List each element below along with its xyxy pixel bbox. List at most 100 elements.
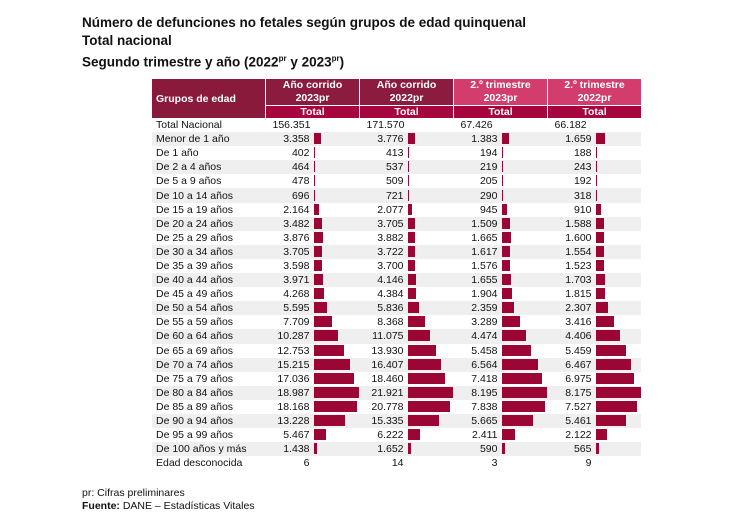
value: 219 <box>479 161 498 174</box>
value-cell: 3.776 <box>359 132 454 147</box>
value-cell: 6.564 <box>453 357 548 372</box>
data-bar <box>313 189 316 201</box>
value: 11.075 <box>372 330 404 343</box>
value-cell: 219 <box>453 160 548 175</box>
value: 8.195 <box>471 386 498 399</box>
value-cell: 945 <box>454 203 548 217</box>
value-cell: 7.709 <box>266 315 360 329</box>
value-cell: 5.595 <box>265 301 360 316</box>
value: 6 <box>303 457 310 470</box>
data-bar <box>595 133 605 145</box>
source-note: Fuente: DANE – Estadísticas Vitales <box>82 500 255 512</box>
data-bar <box>407 443 411 455</box>
value-cell: 318 <box>547 188 641 203</box>
data-bar <box>501 330 527 342</box>
row-label: De 95 a 99 años <box>156 429 234 442</box>
data-bar <box>501 288 512 300</box>
row-label: De 90 a 94 años <box>152 413 266 429</box>
value-cell: 4.146 <box>359 273 454 288</box>
data-bar <box>407 217 416 229</box>
value-cell: 3.598 <box>266 259 360 273</box>
value-cell: 1.383 <box>453 132 548 147</box>
table-row: De 1 año 402 413 194 188 <box>152 146 641 160</box>
data-bar <box>407 259 416 271</box>
deaths-table: Grupos de edad Año corrido 2023pr Año cor… <box>152 79 641 470</box>
value: 8.175 <box>565 386 592 399</box>
value: 21.921 <box>371 386 404 399</box>
value: 12.753 <box>277 344 310 357</box>
value: 3.700 <box>377 259 404 272</box>
data-bar <box>501 189 504 201</box>
value: 3.705 <box>283 245 310 258</box>
value: 1.438 <box>283 443 310 456</box>
value: 20.778 <box>371 400 404 413</box>
data-bar <box>407 429 421 441</box>
table-row: De 85 a 89 años 18.168 20.778 7.838 7.527 <box>152 400 641 414</box>
data-bar <box>595 274 605 286</box>
value-cell: 3.358 <box>265 132 360 147</box>
value-cell: 5.836 <box>359 301 454 316</box>
data-bar <box>501 175 503 187</box>
value-cell: 2.307 <box>547 301 641 316</box>
table-row: Menor de 1 año 3.358 3.776 1.383 1.659 <box>152 132 641 147</box>
value: 1.383 <box>471 133 498 146</box>
data-bar <box>595 415 626 427</box>
value-cell: 243 <box>547 160 641 175</box>
value: 1.554 <box>565 245 592 258</box>
value: 5.836 <box>377 302 404 315</box>
value-cell: 194 <box>454 146 548 160</box>
data-bar <box>501 161 503 173</box>
value-cell: 1.655 <box>453 273 548 288</box>
value: 4.384 <box>377 288 404 301</box>
table-row: De 95 a 99 años 5.467 6.222 2.411 2.122 <box>152 428 641 442</box>
value-cell: 7.527 <box>548 400 642 414</box>
value-cell: 1.509 <box>453 216 548 231</box>
preliminary-note: pr: Cifras preliminares <box>82 487 185 499</box>
value-cell: 6.222 <box>360 428 454 442</box>
value-cell: 1.652 <box>359 442 454 457</box>
data-bar <box>501 386 547 398</box>
row-label: De 30 a 34 años <box>152 244 266 259</box>
data-bar <box>501 415 533 427</box>
value: 2.411 <box>472 429 498 442</box>
title-line-2: Total nacional <box>82 33 172 48</box>
value: 6.564 <box>471 358 498 371</box>
data-bar <box>595 259 604 271</box>
value: 18.168 <box>277 400 310 413</box>
data-bar <box>407 316 425 328</box>
row-label: De 85 a 89 años <box>156 400 234 413</box>
row-label: De 10 a 14 años <box>152 188 266 203</box>
value: 537 <box>385 161 404 174</box>
value: 1.523 <box>565 259 592 272</box>
value: 478 <box>291 175 310 188</box>
value: 1.815 <box>565 288 592 301</box>
value-cell: 5.467 <box>266 428 360 442</box>
value-cell: 402 <box>266 146 360 160</box>
table-row: De 55 a 59 años 7.709 8.368 3.289 3.416 <box>152 315 641 329</box>
row-label: Edad desconocida <box>156 457 243 470</box>
header-col-1: Año corrido 2023pr <box>265 79 360 106</box>
value-cell: 8.368 <box>360 315 454 329</box>
data-bar <box>407 147 409 159</box>
value: 413 <box>385 147 404 160</box>
value: 590 <box>479 443 498 456</box>
value-cell: 290 <box>453 188 548 203</box>
data-bar <box>407 133 416 145</box>
value-cell: 4.474 <box>453 329 548 344</box>
value-cell: 2.164 <box>266 203 360 217</box>
value: 14 <box>391 457 404 470</box>
value-cell: 7.838 <box>454 400 548 414</box>
value: 4.146 <box>377 274 404 287</box>
value-cell: 3.482 <box>265 216 360 231</box>
value: 6.222 <box>377 429 404 442</box>
data-bar <box>501 231 511 243</box>
data-bar <box>313 344 344 356</box>
value: 3.289 <box>471 316 498 329</box>
row-label: Total Nacional <box>156 119 222 132</box>
data-bar <box>407 415 439 427</box>
table-row: De 75 a 79 años 17.036 18.460 7.418 6.975 <box>152 372 641 386</box>
value: 5.467 <box>283 429 310 442</box>
data-bar <box>407 358 442 370</box>
data-bar <box>595 330 620 342</box>
data-bar <box>501 372 543 384</box>
